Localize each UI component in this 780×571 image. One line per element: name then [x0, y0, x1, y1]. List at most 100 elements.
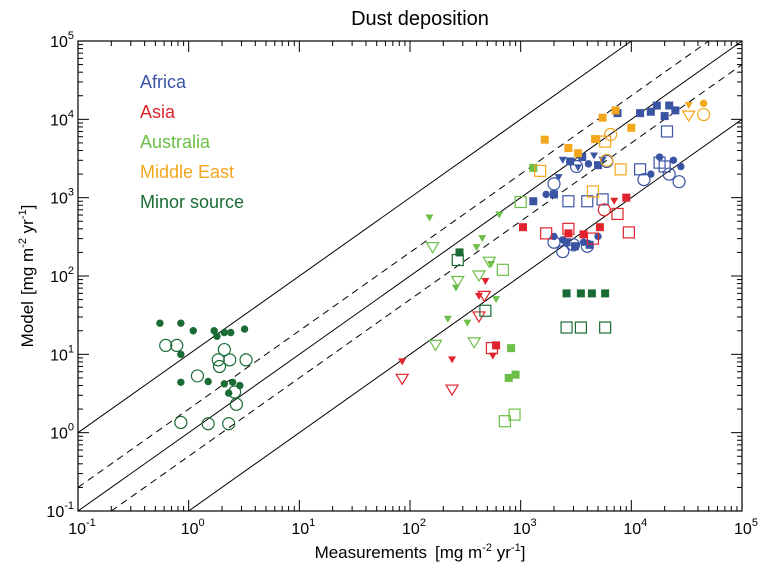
- africa-point: [665, 101, 674, 110]
- asia-point: [562, 222, 575, 235]
- australia-point: [507, 344, 516, 353]
- x-tick-label: 102: [402, 517, 426, 538]
- africa-point: [636, 109, 645, 118]
- asia-point: [481, 278, 490, 286]
- africa-point: [662, 167, 676, 181]
- australia-point: [508, 408, 521, 421]
- minor-source-point: [210, 327, 218, 335]
- africa-point: [562, 238, 571, 247]
- x-tick-label: 100: [181, 517, 205, 538]
- africa-point: [652, 101, 661, 110]
- minor-source-point: [599, 321, 612, 334]
- minor-source-point: [170, 338, 184, 353]
- middle-east-point: [681, 110, 696, 123]
- africa-point: [590, 152, 599, 160]
- middle-east-point: [564, 144, 573, 153]
- middle-east-point: [591, 135, 600, 144]
- y-tick-label: 103: [50, 187, 74, 208]
- africa-point: [658, 160, 671, 173]
- middle-east-point: [540, 135, 549, 144]
- australia-point: [472, 244, 481, 252]
- minor-source-point: [229, 397, 244, 411]
- africa-point: [637, 173, 651, 187]
- minor-source-point: [229, 378, 237, 386]
- asia-point: [398, 358, 407, 366]
- africa-point: [594, 161, 603, 170]
- x-tick-label: 10-1: [68, 517, 96, 538]
- australia-point: [443, 315, 452, 323]
- x-axis-label-unit-open: [mg m: [435, 543, 482, 562]
- australia-point: [514, 195, 527, 209]
- y-tick-labels: 10-1 100 101 102 103 104 105: [46, 30, 74, 521]
- australia-point: [495, 211, 504, 219]
- minor-source-point: [239, 353, 253, 367]
- minor-source-point: [156, 319, 164, 327]
- middle-east-point: [699, 99, 708, 108]
- australia-point: [463, 319, 472, 327]
- asia-point: [579, 230, 588, 239]
- africa-point: [596, 193, 609, 206]
- minor-source-point: [222, 417, 236, 431]
- legend-entry-middle-east: Middle East: [140, 162, 234, 182]
- middle-east-point: [586, 185, 600, 198]
- minor-source-point: [177, 319, 185, 327]
- australia-point: [467, 337, 482, 350]
- minor-source-point: [177, 378, 185, 386]
- middle-east-point: [604, 127, 618, 142]
- y-tick-label: 102: [50, 265, 74, 286]
- minor-source-point: [587, 289, 596, 298]
- y-axis-label-main: Model: [18, 301, 37, 347]
- minor-source-point: [220, 328, 229, 337]
- africa-point: [578, 153, 587, 162]
- middle-east-point: [600, 153, 614, 167]
- asia-point: [622, 193, 631, 202]
- australia-point: [492, 296, 501, 304]
- australia-point: [471, 270, 487, 283]
- africa-point: [542, 190, 550, 199]
- middle-east-point: [627, 123, 636, 132]
- minor-source-point: [220, 380, 229, 388]
- axis-ticks: [77, 40, 743, 512]
- y-tick-label: 105: [50, 30, 74, 51]
- minor-source-point: [223, 353, 237, 367]
- australia-point: [496, 263, 509, 276]
- minor-source-point: [227, 328, 235, 337]
- australia-point: [504, 373, 513, 382]
- africa-point: [558, 156, 567, 164]
- minor-source-point: [562, 289, 571, 298]
- minor-source-point: [240, 325, 249, 333]
- y-tick-label: 101: [50, 343, 74, 364]
- middle-east-point: [684, 102, 693, 110]
- middle-east-point: [611, 106, 620, 115]
- x-tick-label: 103: [513, 517, 537, 538]
- y-axis-label-unit-close: ]: [18, 205, 37, 210]
- minor-source-point: [213, 332, 221, 340]
- legend-entry-asia: Asia: [140, 102, 176, 122]
- africa-point: [584, 160, 593, 168]
- x-tick-label: 105: [734, 517, 758, 538]
- y-axis-label-unit-open: [mg m: [18, 248, 37, 295]
- minor-source-point: [574, 321, 587, 334]
- africa-point: [569, 159, 584, 174]
- x-axis-label: Measurements [mg m-2 yr-1]: [315, 542, 526, 562]
- legend-entry-africa: Africa: [140, 72, 187, 92]
- australia-point: [450, 275, 465, 288]
- asia-point: [477, 290, 492, 303]
- africa-point: [677, 162, 685, 171]
- africa-point: [669, 156, 678, 164]
- y-tick-label: 104: [50, 108, 74, 129]
- minor-source-point: [479, 304, 492, 317]
- minor-source-point: [455, 248, 464, 257]
- minor-source-point: [601, 289, 610, 298]
- minor-source-point: [204, 377, 212, 386]
- africa-point: [547, 177, 561, 191]
- minor-source-point: [201, 417, 215, 431]
- australia-point: [428, 339, 443, 352]
- africa-point: [566, 157, 575, 166]
- asia-point: [485, 342, 499, 355]
- australia-point: [482, 256, 497, 269]
- australia-point: [425, 242, 440, 254]
- minor-source-point: [560, 321, 573, 334]
- y-tick-label: 100: [50, 422, 74, 443]
- africa-point: [562, 195, 575, 208]
